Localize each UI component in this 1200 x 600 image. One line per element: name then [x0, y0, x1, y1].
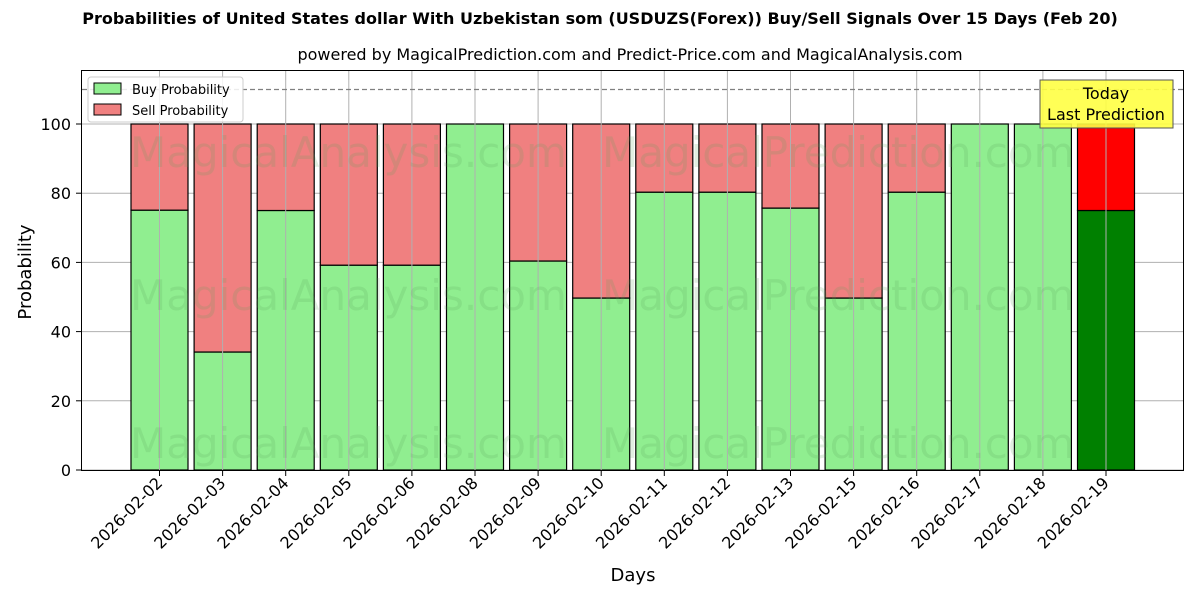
y-tick-label: 40	[51, 323, 71, 342]
legend-buy-swatch	[93, 82, 122, 95]
y-axis: 0 20 40 60 80 100	[40, 115, 82, 480]
legend-sell-label: Sell Probability	[132, 104, 229, 119]
y-tick-label: 80	[51, 184, 71, 203]
y-tick-label: 20	[51, 392, 71, 411]
x-axis: 2026-02-022026-02-032026-02-042026-02-05…	[87, 470, 1113, 553]
y-tick-label: 60	[51, 253, 71, 272]
watermark-text: MagicalPrediction.com	[602, 419, 1075, 468]
plot-frame	[81, 70, 1184, 471]
watermark-text: MagicalAnalysis.com	[130, 271, 567, 320]
annotation-line2: Last Prediction	[1047, 105, 1165, 124]
y-axis-label: Probability	[15, 224, 36, 319]
watermark-text: MagicalAnalysis.com	[130, 128, 567, 177]
watermark-text: MagicalPrediction.com	[602, 128, 1075, 177]
chart-title: Probabilities of United States dollar Wi…	[82, 9, 1118, 28]
bars	[130, 71, 1136, 471]
chart-subtitle: powered by MagicalPrediction.com and Pre…	[297, 45, 963, 64]
annotation-line1: Today	[1082, 84, 1129, 103]
today-annotation: Today Last Prediction	[1039, 79, 1174, 129]
legend-sell-swatch	[93, 103, 122, 116]
watermarks: MagicalAnalysis.com MagicalPrediction.com…	[130, 128, 1075, 468]
y-tick-label: 100	[40, 115, 71, 134]
x-axis-label: Days	[611, 565, 656, 586]
watermark-text: MagicalAnalysis.com	[130, 419, 567, 468]
y-tick-label: 0	[61, 461, 71, 480]
legend-buy-label: Buy Probability	[132, 83, 230, 98]
watermark-text: MagicalPrediction.com	[602, 271, 1075, 320]
legend: Buy Probability Sell Probability	[87, 76, 244, 123]
